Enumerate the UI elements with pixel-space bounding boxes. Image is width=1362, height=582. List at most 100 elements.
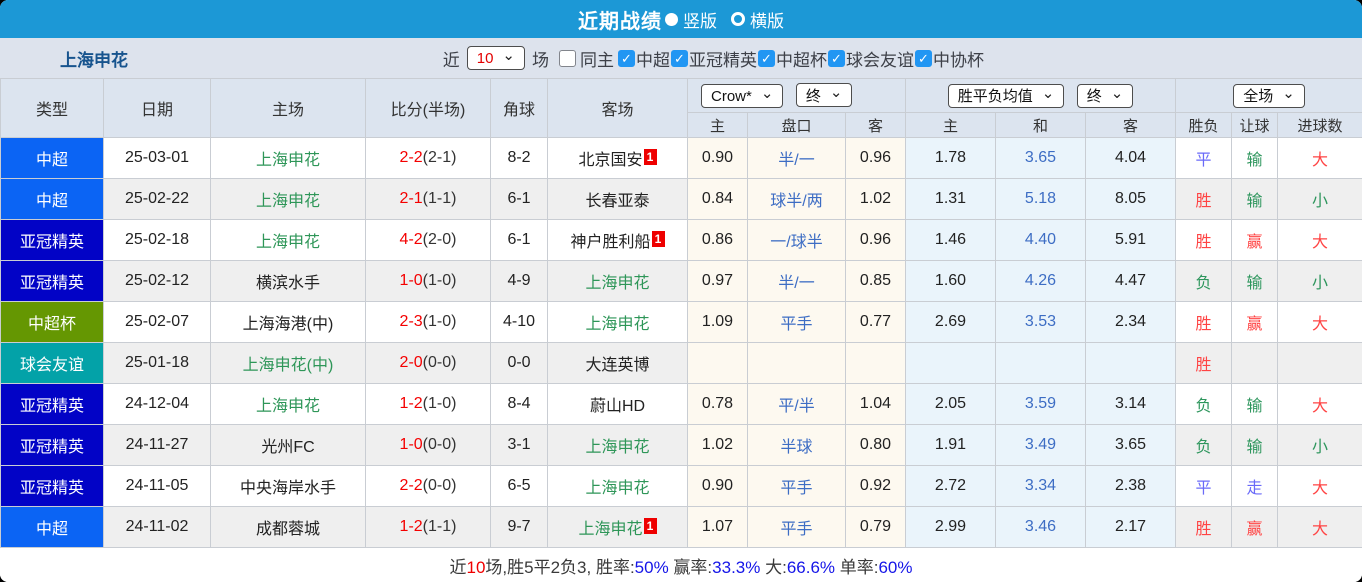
score: 1-2(1-0) (365, 383, 491, 425)
title-bar: 近期战绩 竖版 横版 (0, 0, 1362, 38)
result-goals: 大 (1277, 383, 1362, 425)
vertical-layout-label[interactable]: 竖版 (683, 11, 717, 31)
result-goals: 大 (1277, 137, 1362, 179)
match-date: 25-02-07 (103, 301, 211, 343)
avg-away-odds: 2.17 (1084, 506, 1177, 548)
col-header-home: 主场 (210, 78, 366, 138)
league-filters: ✓ 中超 ✓ 亚冠精英 ✓ 中超杯 ✓ 球会友谊 ✓ 中协杯 (618, 46, 984, 71)
subheader-crow-home: 主 (687, 112, 748, 138)
bookmaker-group-header: Crow* ⌄ 终 ⌄ (687, 78, 906, 113)
crow-away-odds: 0.77 (845, 301, 906, 343)
avg-odds-stage-select[interactable]: 终 ⌄ (1076, 83, 1134, 108)
col-header-date: 日期 (103, 78, 211, 138)
bookmaker-select[interactable]: Crow* ⌄ (701, 84, 784, 108)
type-badge: 亚冠精英 (0, 465, 104, 507)
corner-score: 6-1 (490, 178, 548, 220)
col-header-score: 比分(半场) (365, 78, 491, 138)
vertical-layout-radio[interactable] (665, 12, 678, 26)
bookmaker-stage-select[interactable]: 终 ⌄ (795, 83, 853, 107)
chevron-down-icon: ⌄ (760, 85, 774, 102)
avg-away-odds: 2.34 (1084, 301, 1177, 343)
match-row: 中超 24-11-02 成都蓉城 1-2(1-1) 9-7 上海申花 1 1.07… (0, 506, 1362, 548)
same-home-checkbox[interactable] (559, 49, 576, 67)
period-select[interactable]: 全场 ⌄ (1233, 83, 1305, 108)
score: 2-2(2-1) (365, 137, 491, 179)
summary-row: 近10场,胜5平2负3, 胜率:50% 赢率:33.3% 大:66.6% 单率:… (0, 548, 1362, 582)
result-handicap: 输 (1231, 260, 1279, 302)
league-checkbox-4[interactable]: ✓ (915, 49, 932, 67)
avg-away-odds: 5.91 (1084, 219, 1177, 261)
avg-away-odds: 3.14 (1084, 383, 1177, 425)
corner-score: 8-4 (490, 383, 548, 425)
result-goals: 大 (1277, 301, 1362, 343)
avg-draw-odds: 3.46 (995, 506, 1086, 548)
col-header-corner: 角球 (490, 78, 548, 138)
league-checkbox-1[interactable]: ✓ (671, 49, 688, 67)
result-outcome: 胜 (1175, 342, 1233, 384)
score: 2-1(1-1) (365, 178, 491, 220)
result-outcome: 胜 (1175, 178, 1233, 220)
match-row: 亚冠精英 25-02-18 上海申花 4-2(2-0) 6-1 神户胜利船 1 0… (0, 219, 1362, 261)
avg-odds-select[interactable]: 胜平负均值 ⌄ (947, 83, 1065, 108)
crow-handicap: 半球 (747, 424, 846, 466)
crow-handicap: 球半/两 (747, 178, 846, 220)
crow-handicap: 一/球半 (747, 219, 846, 261)
result-goals (1277, 342, 1362, 384)
recent-count-select[interactable]: 10 ⌄ (466, 46, 525, 70)
away-team: 蔚山HD (547, 383, 688, 425)
result-outcome: 胜 (1175, 301, 1233, 343)
subheader-handicap-result: 让球 (1231, 112, 1279, 138)
type-badge: 中超杯 (0, 301, 104, 343)
result-handicap: 赢 (1231, 301, 1279, 343)
match-row: 中超 25-02-22 上海申花 2-1(1-1) 6-1 长春亚泰 0.84 … (0, 178, 1362, 220)
avg-away-odds (1084, 342, 1177, 384)
match-row: 亚冠精英 25-02-12 横滨水手 1-0(1-0) 4-9 上海申花 0.9… (0, 260, 1362, 302)
home-team: 中央海岸水手 (210, 465, 366, 507)
result-goals: 小 (1277, 178, 1362, 220)
league-label-3: 球会友谊 (846, 50, 914, 70)
summary-text: 近10场,胜5平2负3, 胜率:50% 赢率:33.3% 大:66.6% 单率:… (449, 557, 913, 577)
result-goals: 大 (1277, 465, 1362, 507)
avg-odds-group-header: 胜平负均值 ⌄ 终 ⌄ (904, 78, 1177, 113)
horizontal-layout-radio[interactable] (731, 12, 745, 26)
away-team: 上海申花 (547, 260, 688, 302)
red-card-badge: 1 (651, 231, 665, 247)
league-checkbox-3[interactable]: ✓ (828, 49, 845, 67)
type-badge: 亚冠精英 (0, 383, 104, 425)
score: 1-0(1-0) (365, 260, 491, 302)
away-team: 大连英博 (547, 342, 688, 384)
filter-bar: 上海申花 近 10 ⌄ 场 同主 ✓ 中超 ✓ 亚冠精英 ✓ 中超杯 ✓ 球会友谊 ✓ 中协杯 (0, 38, 1362, 78)
corner-score: 3-1 (490, 424, 548, 466)
home-team: 上海申花 (210, 178, 366, 220)
result-group-header: 全场 ⌄ (1175, 78, 1362, 113)
league-label-4: 中协杯 (933, 50, 984, 70)
matches-label: 场 (532, 50, 549, 70)
avg-home-odds (905, 342, 996, 384)
league-checkbox-2[interactable]: ✓ (758, 49, 775, 67)
match-row: 亚冠精英 24-11-27 光州FC 1-0(0-0) 3-1 上海申花 1.0… (0, 424, 1362, 466)
home-team: 上海海港(中) (210, 301, 366, 343)
type-badge: 中超 (0, 506, 104, 548)
result-goals: 大 (1277, 219, 1362, 261)
horizontal-layout-label[interactable]: 横版 (750, 11, 784, 31)
crow-away-odds: 1.02 (845, 178, 906, 220)
home-team: 成都蓉城 (210, 506, 366, 548)
crow-handicap (747, 342, 846, 384)
chevron-down-icon: ⌄ (1282, 84, 1295, 102)
match-date: 25-03-01 (103, 137, 211, 179)
away-team: 长春亚泰 (547, 178, 688, 220)
away-team: 神户胜利船 1 (547, 219, 688, 261)
avg-draw-odds: 4.40 (995, 219, 1086, 261)
crow-away-odds: 0.96 (845, 137, 906, 179)
avg-draw-odds: 5.18 (995, 178, 1086, 220)
crow-handicap: 半/一 (747, 137, 846, 179)
avg-draw-odds: 3.49 (995, 424, 1086, 466)
match-date: 25-01-18 (103, 342, 211, 384)
result-outcome: 胜 (1175, 219, 1233, 261)
home-team: 上海申花 (210, 383, 366, 425)
chevron-down-icon: ⌄ (829, 84, 843, 101)
avg-away-odds: 4.04 (1084, 137, 1177, 179)
league-checkbox-0[interactable]: ✓ (618, 49, 635, 67)
crow-handicap: 平手 (747, 301, 846, 343)
